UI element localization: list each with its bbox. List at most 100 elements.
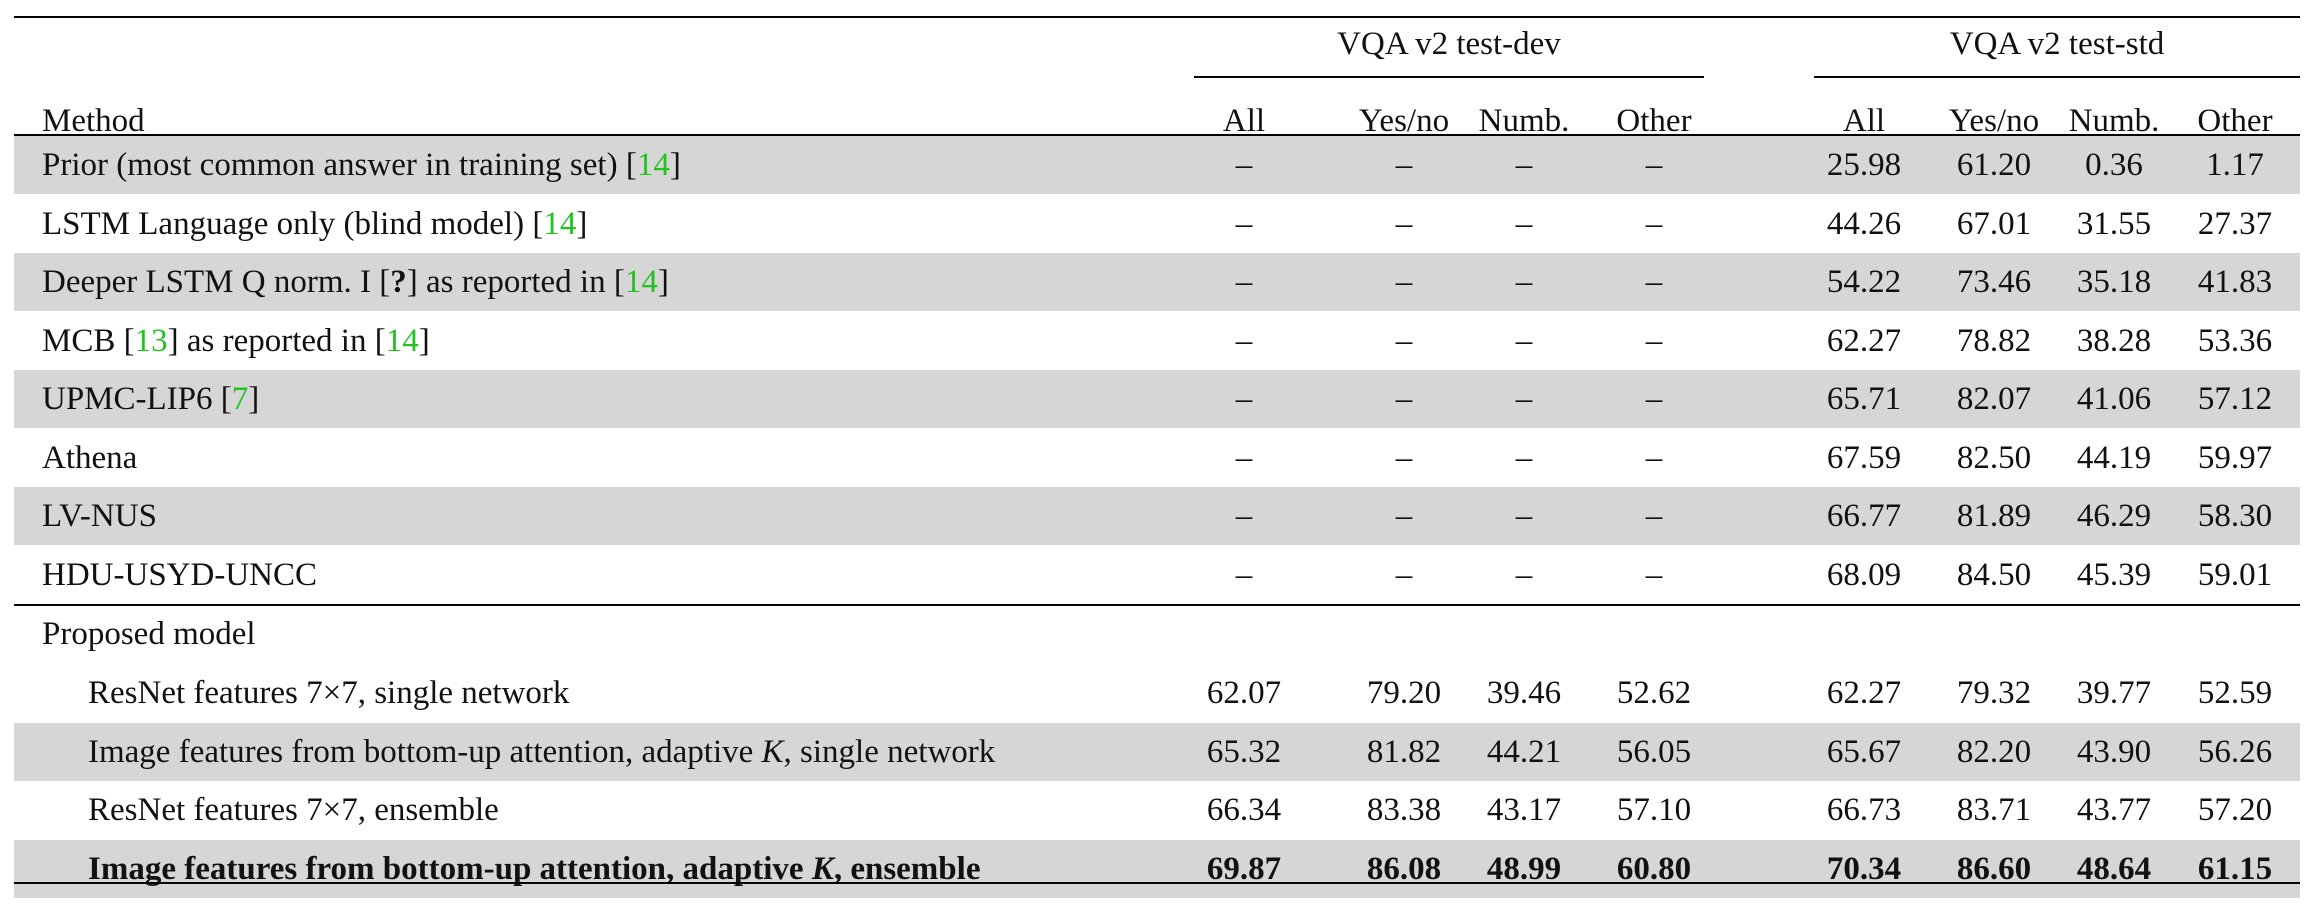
table-row: Prior (most common answer in training se… (14, 136, 2300, 194)
table-row: Image features from bottom-up attention,… (14, 839, 2300, 898)
dev-value-cell: – (1395, 498, 1413, 534)
std-value-cell: 0.36 (2085, 147, 2143, 183)
dev-value-cell: – (1235, 556, 1253, 593)
column-header-dev-numb: Numb. (1478, 103, 1570, 139)
method-cell: HDU-USYD-UNCC (42, 546, 317, 604)
method-name: LV-NUS (42, 498, 157, 534)
dev-value-cell: 81.82 (1366, 733, 1442, 770)
dev-value-cell: – (1515, 439, 1533, 476)
std-value-cell: 59.97 (2197, 439, 2273, 476)
std-value-cell: 41.06 (2076, 381, 2152, 417)
dev-value-cell: – (1395, 381, 1413, 417)
std-value-cell: 82.50 (1956, 439, 2032, 476)
std-value-cell: 67.01 (1956, 205, 2032, 242)
std-value-cell: 53.36 (2197, 322, 2273, 359)
dev-value-cell: – (1645, 381, 1663, 417)
dev-value-cell: – (1235, 147, 1253, 183)
table-row: ResNet features 7×7, ensemble 66.34 83.38 4… (14, 781, 2300, 839)
std-value-cell: 65.71 (1826, 381, 1902, 417)
dev-value-cell: – (1395, 147, 1413, 183)
column-header-std-other: Other (2197, 103, 2273, 139)
dev-value-cell: – (1395, 556, 1413, 593)
method-name-suffix: ] as reported in [ (406, 264, 625, 300)
method-name-suffix: , single network (783, 733, 996, 770)
method-cell: Prior (most common answer in training se… (42, 136, 681, 194)
table-row: UPMC-LIP6 [7] – – – – 65.71 82.07 41.06 57.12 (14, 370, 2300, 428)
std-value-cell: 48.64 (2076, 850, 2152, 887)
method-name-suffix: ] (576, 205, 588, 242)
method-name-suffix: ] (248, 381, 260, 417)
header-rule (14, 134, 2300, 136)
citation-ref: 14 (636, 147, 670, 183)
std-value-cell: 82.20 (1956, 733, 2032, 770)
dev-value-cell: 52.62 (1616, 675, 1692, 711)
method-name: ResNet features 7×7, ensemble (88, 792, 499, 828)
std-value-cell: 38.28 (2076, 322, 2152, 359)
group-underline-test-std (1814, 76, 2300, 78)
dev-value-cell: 43.17 (1486, 792, 1562, 828)
std-value-cell: 45.39 (2076, 556, 2152, 593)
method-name: LSTM Language only (blind model) [ (42, 205, 544, 242)
method-cell: UPMC-LIP6 [7] (42, 370, 259, 428)
column-header-std-numb: Numb. (2068, 103, 2160, 139)
method-name: Deeper LSTM Q norm. I [ (42, 264, 391, 300)
std-value-cell: 62.27 (1826, 322, 1902, 359)
method-cell: Deeper LSTM Q norm. I [?] as reported in… (42, 253, 669, 311)
method-name-suffix: ] (418, 322, 430, 359)
table-row: Deeper LSTM Q norm. I [?] as reported in… (14, 253, 2300, 311)
std-value-cell: 70.34 (1826, 850, 1902, 887)
dev-value-cell: – (1645, 498, 1663, 534)
std-value-cell: 41.83 (2197, 264, 2273, 300)
method-name-suffix: ] (669, 147, 681, 183)
dev-value-cell: – (1235, 322, 1253, 359)
table-row: LSTM Language only (blind model) [14] – – –… (14, 195, 2300, 253)
dev-value-cell: – (1235, 381, 1253, 417)
method-cell: ResNet features 7×7, ensemble (88, 781, 499, 839)
std-value-cell: 43.77 (2076, 792, 2152, 828)
dev-value-cell: 62.07 (1206, 675, 1282, 711)
dev-value-cell: 79.20 (1366, 675, 1442, 711)
std-value-cell: 61.15 (2197, 850, 2273, 887)
std-value-cell: 81.89 (1956, 498, 2032, 534)
std-value-cell: 27.37 (2197, 205, 2273, 242)
dev-value-cell: – (1235, 205, 1253, 242)
std-value-cell: 62.27 (1826, 675, 1902, 711)
method-name: HDU-USYD-UNCC (42, 556, 318, 593)
dev-value-cell: – (1515, 498, 1533, 534)
method-cell: LV-NUS (42, 487, 157, 545)
table-row: HDU-USYD-UNCC – – – – 68.09 84.50 45.39 59.01 (14, 546, 2300, 604)
method-name-suffix: ] (657, 264, 669, 300)
std-value-cell: 68.09 (1826, 556, 1902, 593)
bottom-rule (14, 882, 2300, 884)
method-name: Prior (most common answer in training se… (42, 147, 637, 183)
dev-value-cell: 57.10 (1616, 792, 1692, 828)
method-name: ResNet features 7×7, single network (88, 675, 570, 711)
std-value-cell: 73.46 (1956, 264, 2032, 300)
dev-value-cell: – (1515, 381, 1533, 417)
dev-value-cell: – (1395, 439, 1413, 476)
math-symbol-k: K (761, 733, 784, 770)
std-value-cell: 57.20 (2197, 792, 2273, 828)
std-value-cell: 78.82 (1956, 322, 2032, 359)
dev-value-cell: 44.21 (1486, 733, 1562, 770)
section-rule (14, 604, 2300, 606)
citation-ref: 7 (231, 381, 249, 417)
method-cell: Athena (42, 429, 137, 487)
table-row: MCB [13] as reported in [14] – – – – 62.27 78.… (14, 312, 2300, 370)
std-value-cell: 44.26 (1826, 205, 1902, 242)
dev-value-cell: – (1515, 322, 1533, 359)
dev-value-cell: – (1645, 147, 1663, 183)
std-value-cell: 54.22 (1826, 264, 1902, 300)
std-value-cell: 35.18 (2076, 264, 2152, 300)
std-value-cell: 86.60 (1956, 850, 2032, 887)
std-value-cell: 46.29 (2076, 498, 2152, 534)
table-row: LV-NUS – – – – 66.77 81.89 46.29 58.30 (14, 487, 2300, 545)
dev-value-cell: 66.34 (1206, 792, 1282, 828)
method-name: UPMC-LIP6 [ (42, 381, 232, 417)
method-cell: Image features from bottom-up attention,… (88, 723, 995, 781)
method-name-suffix: ] as reported in [ (167, 322, 386, 359)
std-value-cell: 59.01 (2197, 556, 2273, 593)
std-value-cell: 52.59 (2197, 675, 2273, 711)
method-name: MCB [ (42, 322, 135, 359)
dev-value-cell: 69.87 (1206, 850, 1282, 887)
